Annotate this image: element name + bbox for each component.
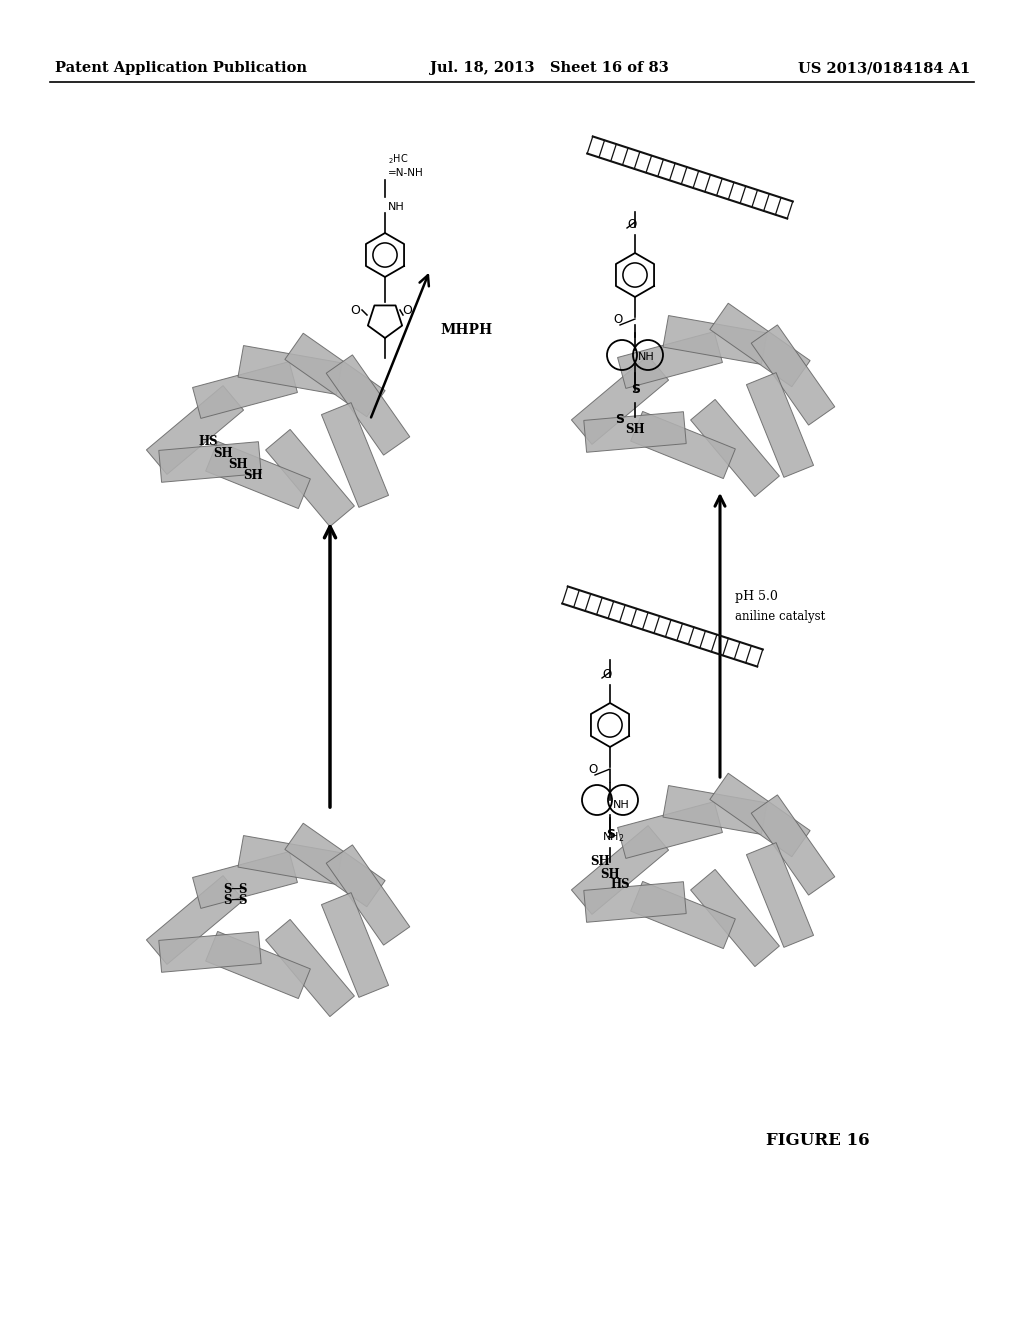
Polygon shape [265,429,354,527]
Text: O: O [627,218,636,231]
Text: SH: SH [625,422,645,436]
Text: O: O [613,313,623,326]
Text: O: O [602,668,611,681]
Polygon shape [631,882,735,949]
Text: S: S [223,894,231,907]
Polygon shape [617,801,723,858]
Polygon shape [746,372,813,478]
Text: S: S [631,383,640,396]
Polygon shape [571,825,669,915]
Text: S: S [615,413,624,426]
Text: SH: SH [228,458,248,471]
Text: Jul. 18, 2013   Sheet 16 of 83: Jul. 18, 2013 Sheet 16 of 83 [430,61,669,75]
Text: NH: NH [388,202,404,213]
Polygon shape [285,824,385,907]
Text: —: — [230,895,241,906]
Polygon shape [322,403,388,507]
Polygon shape [327,845,410,945]
Polygon shape [193,362,297,418]
Text: S: S [606,828,615,841]
Text: US 2013/0184184 A1: US 2013/0184184 A1 [798,61,970,75]
Polygon shape [238,836,342,884]
Text: O: O [350,304,360,317]
Polygon shape [710,774,810,857]
Text: pH 5.0: pH 5.0 [735,590,778,603]
Polygon shape [690,870,779,966]
Text: O: O [588,763,597,776]
Polygon shape [285,333,385,417]
Polygon shape [322,892,388,998]
Polygon shape [327,355,410,455]
Polygon shape [584,412,686,453]
Text: FIGURE 16: FIGURE 16 [766,1133,870,1148]
Text: O: O [402,304,412,317]
Polygon shape [746,842,813,948]
Polygon shape [663,315,767,364]
Polygon shape [617,331,723,388]
Text: aniline catalyst: aniline catalyst [735,610,825,623]
Text: S: S [223,883,231,896]
Text: HS: HS [610,878,630,891]
Text: $_2$HC: $_2$HC [388,152,409,166]
Text: SH: SH [243,469,262,482]
Polygon shape [571,355,669,445]
Text: SH: SH [590,855,609,869]
Text: S: S [238,883,247,896]
Polygon shape [663,785,767,834]
Text: —: — [230,884,241,895]
Polygon shape [193,851,297,908]
Text: NH: NH [638,352,654,362]
Text: Patent Application Publication: Patent Application Publication [55,61,307,75]
Polygon shape [584,882,686,923]
Text: SH: SH [600,869,620,880]
Polygon shape [631,412,735,479]
Polygon shape [146,385,244,474]
Text: =N-NH: =N-NH [388,168,424,178]
Polygon shape [159,932,261,973]
Polygon shape [206,441,310,508]
Polygon shape [206,932,310,998]
Polygon shape [752,325,835,425]
Text: NH$_2$: NH$_2$ [602,830,625,843]
Text: HS: HS [198,436,218,447]
Polygon shape [146,875,244,965]
Text: NH: NH [613,800,630,810]
Polygon shape [265,920,354,1016]
Polygon shape [238,346,342,395]
Text: SH: SH [213,447,232,459]
Polygon shape [752,795,835,895]
Polygon shape [159,442,261,482]
Polygon shape [690,400,779,496]
Polygon shape [710,304,810,387]
Text: S: S [238,894,247,907]
Text: MHPH: MHPH [440,323,493,337]
